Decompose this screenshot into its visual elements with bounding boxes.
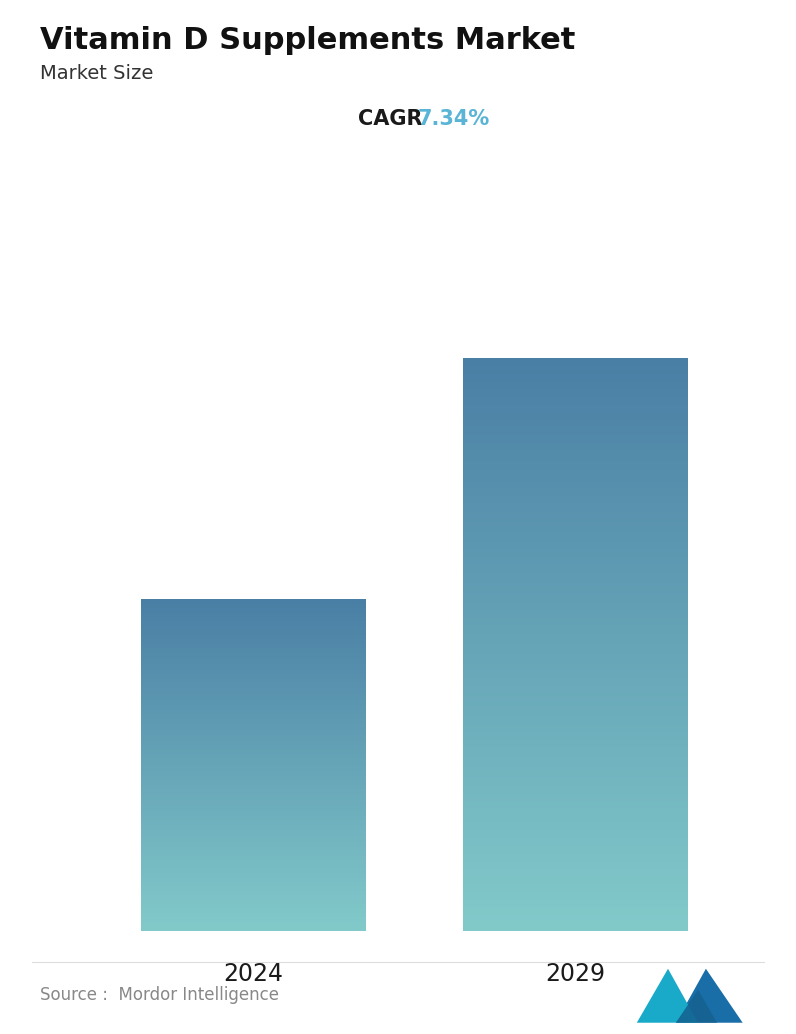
Polygon shape [637, 969, 698, 1023]
Polygon shape [676, 969, 743, 1023]
Text: 2024: 2024 [223, 962, 283, 986]
Text: CAGR: CAGR [358, 109, 437, 128]
Text: Source :  Mordor Intelligence: Source : Mordor Intelligence [40, 985, 279, 1004]
Polygon shape [676, 990, 717, 1023]
Text: 7.34%: 7.34% [418, 109, 490, 128]
Text: Market Size: Market Size [40, 64, 153, 83]
Text: Vitamin D Supplements Market: Vitamin D Supplements Market [40, 26, 576, 55]
Text: 2029: 2029 [545, 962, 605, 986]
